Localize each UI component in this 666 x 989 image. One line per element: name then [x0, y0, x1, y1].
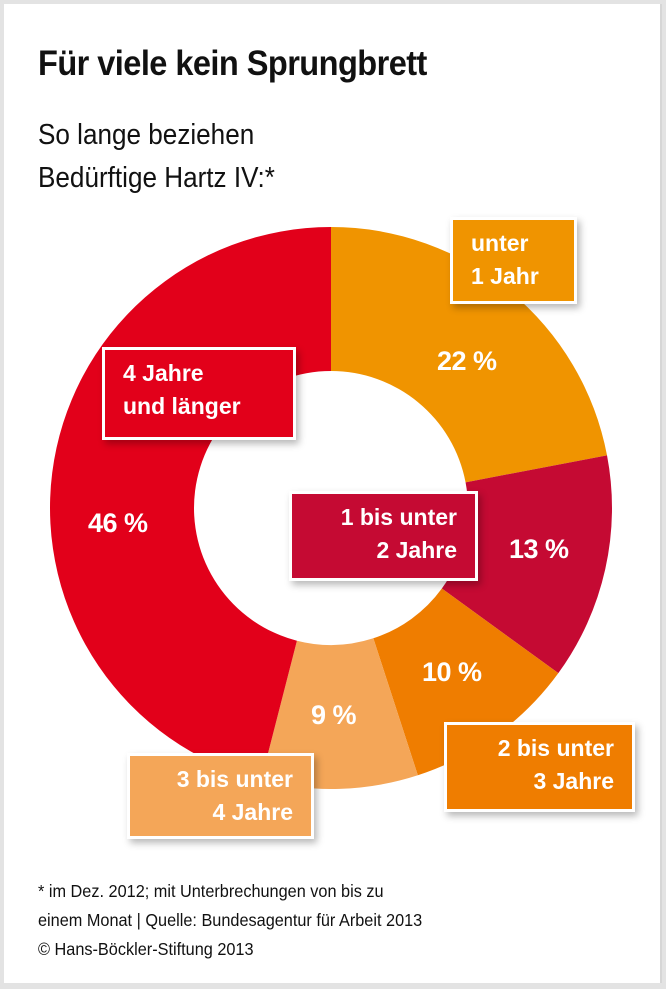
- label-line: 3 bis unter: [176, 766, 293, 792]
- pct-label-2-to-3-years: 10 %: [422, 657, 482, 687]
- label-line: und länger: [123, 393, 241, 419]
- copyright-line: © Hans-Böckler-Stiftung 2013: [38, 939, 254, 959]
- label-line: 1 bis unter: [340, 504, 457, 530]
- label-line: 1 Jahr: [471, 263, 539, 289]
- pct-label-1-to-2-years: 13 %: [509, 534, 569, 564]
- donut-segment-2-to-3-years: [373, 588, 559, 776]
- label-line: 4 Jahre: [123, 360, 204, 386]
- label-line: 2 Jahre: [376, 537, 457, 563]
- donut-segment-1-to-2-years: [441, 455, 612, 674]
- label-box-3-to-4-years: 3 bis unter 4 Jahre: [127, 753, 314, 839]
- pct-label-3-to-4-years: 9 %: [311, 700, 357, 730]
- footnote-line-2: einem Monat | Quelle: Bundesagentur für …: [38, 910, 423, 930]
- label-line: unter: [471, 230, 529, 256]
- label-box-4-plus-years: 4 Jahre und länger: [102, 347, 296, 440]
- label-line: 2 bis unter: [497, 735, 614, 761]
- donut-segment-3-to-4-years: [261, 638, 418, 789]
- label-box-1-to-2-years: 1 bis unter 2 Jahre: [289, 491, 478, 581]
- chart-title: Für viele kein Sprungbrett: [38, 44, 427, 83]
- chart-subtitle: So lange beziehen Bedürftige Hartz IV:*: [38, 114, 275, 200]
- label-line: 3 Jahre: [533, 768, 614, 794]
- donut-segment-under-1-year: [331, 227, 608, 483]
- pct-label-under-1-year: 22 %: [437, 346, 497, 376]
- footnote-line-1: * im Dez. 2012; mit Unterbrechungen von …: [38, 881, 384, 901]
- subtitle-line-1: So lange beziehen: [38, 119, 255, 151]
- label-box-under-1-year: unter 1 Jahr: [450, 217, 577, 304]
- label-line: 4 Jahre: [212, 799, 293, 825]
- footnote: * im Dez. 2012; mit Unterbrechungen von …: [38, 877, 422, 964]
- pct-label-4-plus-years: 46 %: [88, 508, 148, 538]
- subtitle-line-2: Bedürftige Hartz IV:*: [38, 162, 275, 194]
- label-box-2-to-3-years: 2 bis unter 3 Jahre: [444, 722, 635, 812]
